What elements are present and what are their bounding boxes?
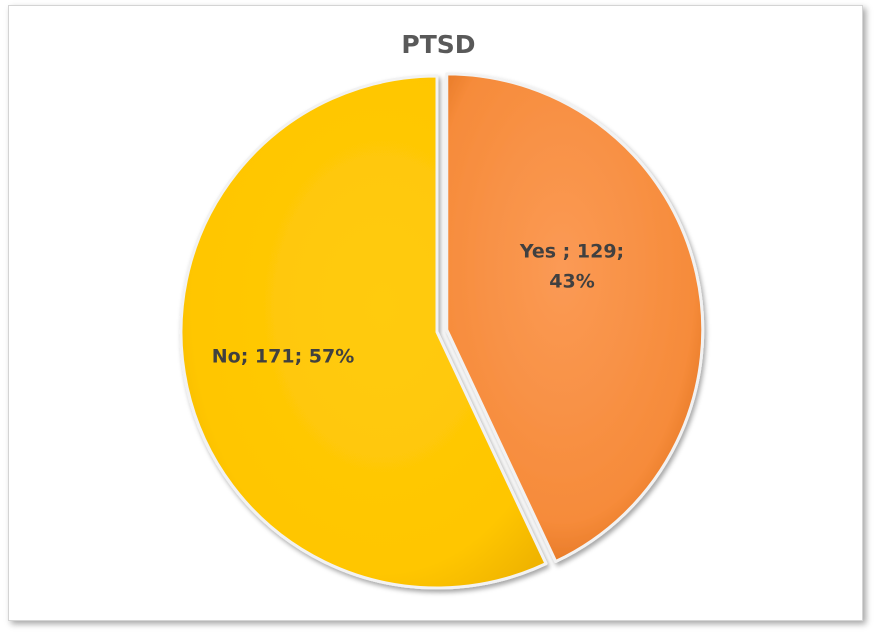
chart-title: PTSD <box>401 30 476 59</box>
pie-slice-no <box>179 74 548 590</box>
pie-slice-yes <box>445 72 705 563</box>
data-label-yes: Yes ; 129; 43% <box>519 241 624 293</box>
data-label-no: No; 171; 57% <box>212 346 355 368</box>
